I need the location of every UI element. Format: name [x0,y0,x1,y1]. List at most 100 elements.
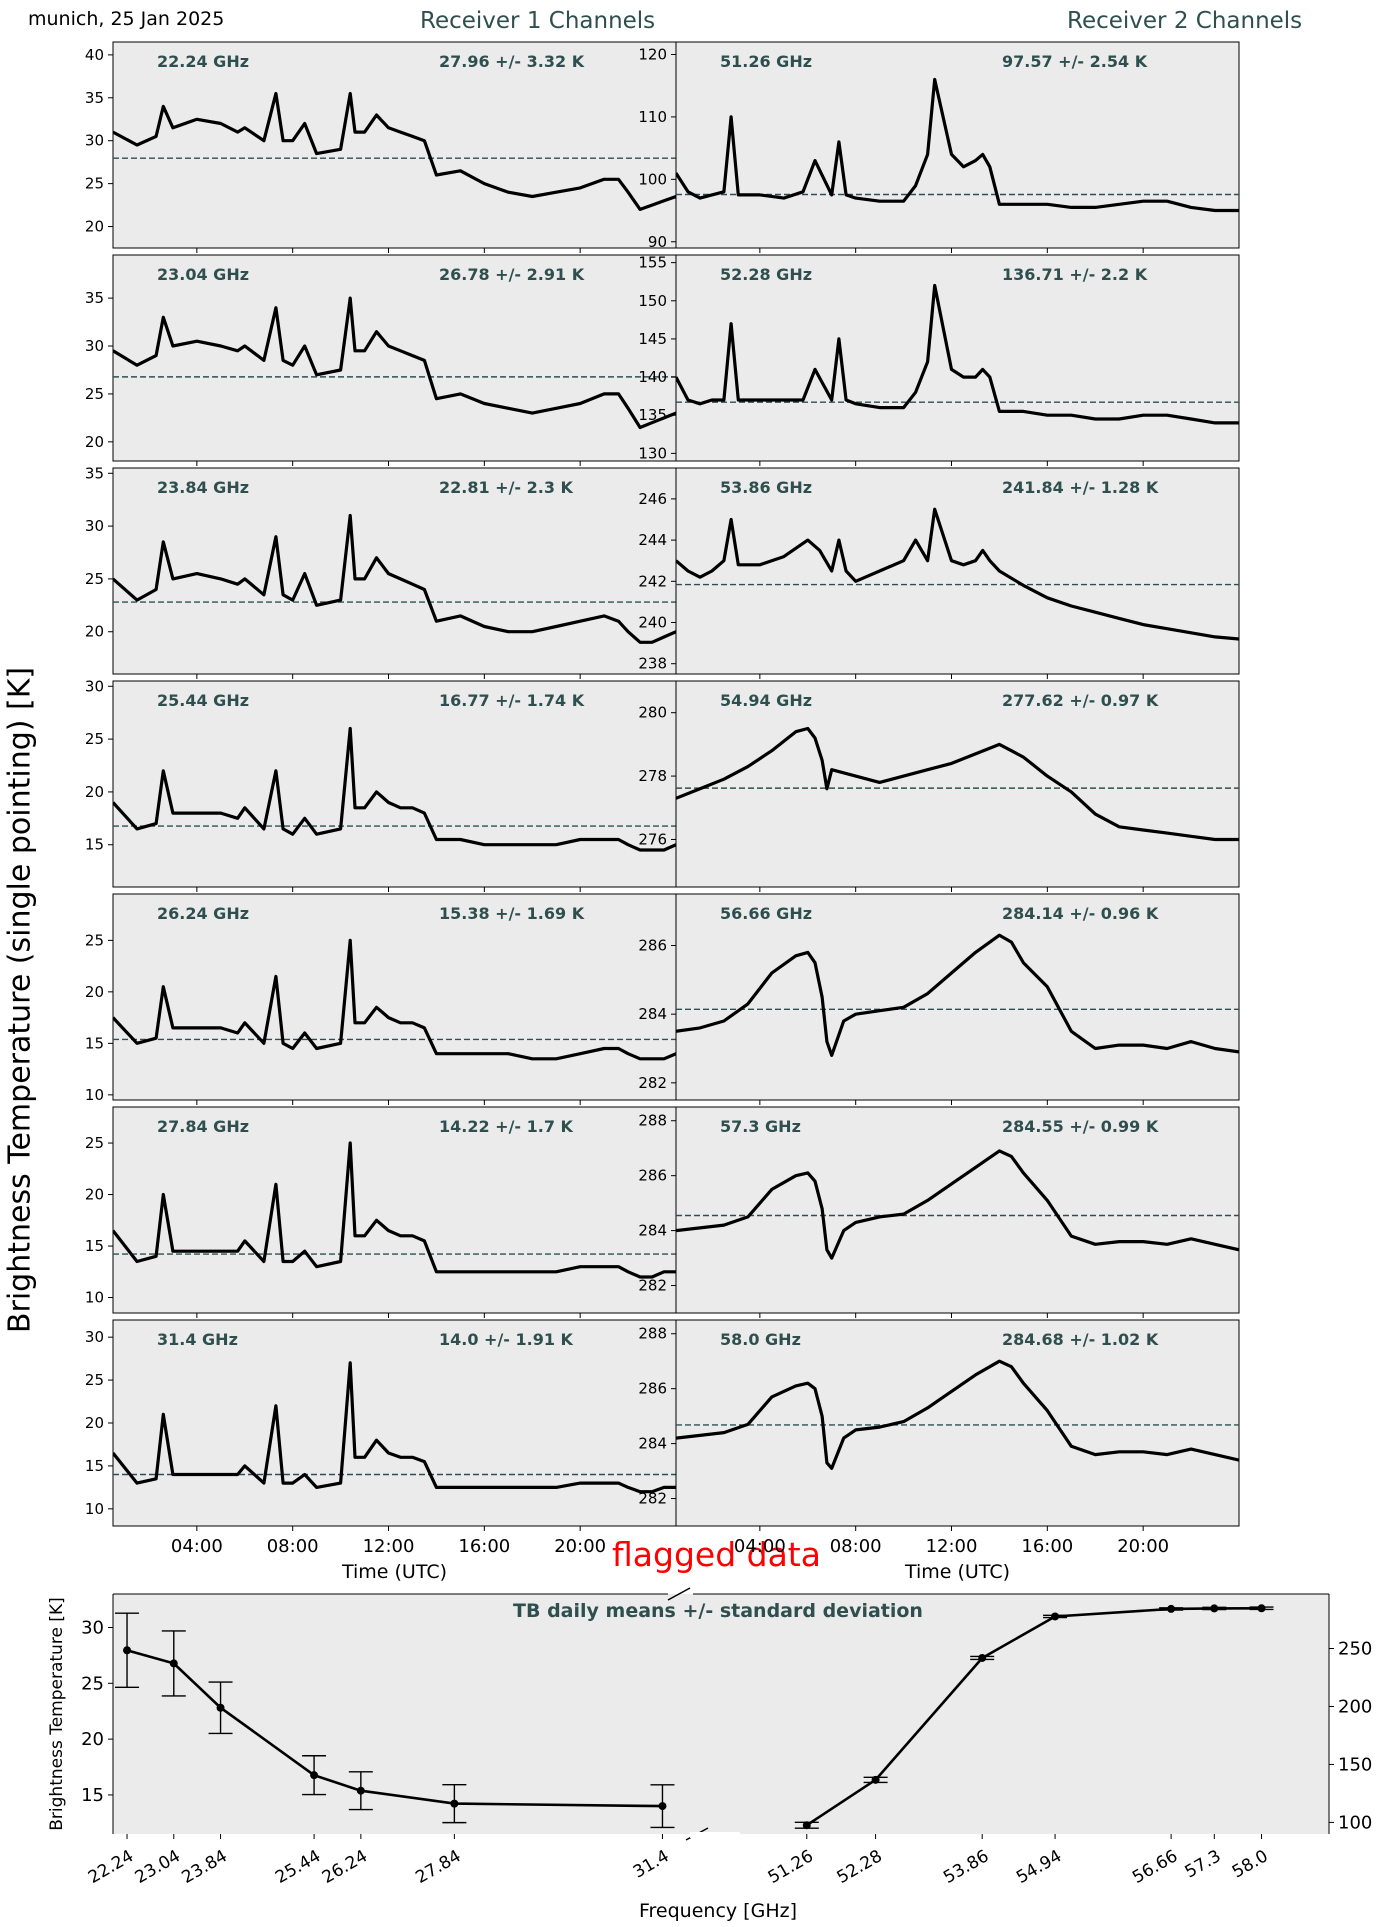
y-tick-label: 120 [638,45,667,63]
y-tick-label: 25 [85,1134,104,1152]
x-tick-label: 04:00 [734,1536,786,1557]
y-tick-label: 280 [638,704,667,722]
y-tick-label: 40 [85,46,104,64]
y-tick-label: 30 [85,1328,104,1346]
y-tick-label: 286 [638,937,667,955]
means-x-tick-label: 23.04 [132,1846,184,1888]
means-x-tick-label: 54.94 [1013,1846,1065,1888]
y-tick-label: 100 [638,170,667,188]
time-panel: 10 15 20 25 27.84 GHz 14.22 +/- 1.7 K [85,1106,677,1318]
channel-stat-label: 136.71 +/- 2.2 K [1002,265,1148,284]
means-x-tick-label: 51.26 [765,1846,817,1888]
y-tick-label: 282 [638,1277,667,1295]
means-background [113,1594,1329,1834]
y-tick-label: 25 [85,175,104,193]
receiver2-title: Receiver 2 Channels [1067,8,1303,34]
channel-stat-label: 22.81 +/- 2.3 K [439,478,574,497]
y-tick-label: 15 [85,1237,104,1255]
tb-trace [676,77,1239,213]
tb-trace [113,513,676,644]
y-tick-label: 110 [638,108,667,126]
panel-frame [675,1106,1240,1314]
time-panel: 282 284 286 56.66 GHz 284.14 +/- 0.96 K [638,893,1240,1105]
channel-stat-label: 284.14 +/- 0.96 K [1002,904,1159,923]
y-tick-label: 238 [638,655,667,673]
y-tick-label: 130 [638,444,667,462]
axis-break-mark [667,1587,691,1601]
mean-point [1051,1612,1060,1621]
means-y-axis-label: Brightness Temperature [K] [47,1597,67,1830]
x-tick-label: 20:00 [1117,1536,1169,1557]
means-x-tick-label: 53.86 [940,1846,992,1888]
panel-frame [675,467,1240,675]
means-x-tick-label: 56.66 [1129,1846,1181,1888]
panel-frame [112,893,677,1101]
mean-point [169,1659,178,1668]
means-x-tick-label: 22.24 [85,1846,137,1888]
y-tick-label: 20 [85,983,104,1001]
x-tick-label: 08:00 [830,1536,882,1557]
y-tick-label: 288 [638,1112,667,1130]
tb-trace [676,1359,1239,1470]
y-tick-label: 10 [85,1086,104,1104]
y-tick-label: 135 [638,406,667,424]
channel-stat-label: 27.96 +/- 3.32 K [439,52,585,71]
time-panel: 276 278 280 54.94 GHz 277.62 +/- 0.97 K [638,680,1240,892]
panel-frame [675,680,1240,888]
channel-stat-label: 277.62 +/- 0.97 K [1002,691,1159,710]
y-tick-label: 284 [638,1222,667,1240]
x-tick-label: 20:00 [554,1536,606,1557]
means-y-tick-label: 30 [81,1617,104,1638]
tb-trace [676,726,1239,842]
means-y2-tick-label: 250 [1338,1638,1372,1659]
panel-frame [675,41,1240,249]
x-tick-label: 12:00 [926,1536,978,1557]
time-panel: 10 15 20 25 30 04:00 08:00 12:00 16:00 20:00 31.4 … [85,1319,677,1557]
mean-point [871,1775,880,1784]
y-tick-label: 244 [638,531,667,549]
x-tick-label: 08:00 [267,1536,319,1557]
x-tick-label: 12:00 [363,1536,415,1557]
tb-trace [113,296,676,430]
channel-frequency-label: 23.04 GHz [157,265,249,284]
panel-frame [112,680,677,888]
x-tick-label: 04:00 [171,1536,223,1557]
panel-frame [112,254,677,462]
tb-trace [676,933,1239,1058]
means-x-tick-label: 31.4 [630,1846,673,1882]
channel-frequency-label: 54.94 GHz [720,691,812,710]
time-panel: 130 135 140 145 150 155 52.28 GHz 136.71 +/- 2.… [638,254,1240,466]
x-tick-label: 16:00 [1021,1536,1073,1557]
y-tick-label: 35 [85,289,104,307]
y-tick-label: 155 [638,254,667,272]
panel-frame [112,467,677,675]
channel-frequency-label: 23.84 GHz [157,478,249,497]
means-x-tick-label: 23.84 [179,1846,231,1888]
y-tick-label: 240 [638,614,667,632]
y-tick-label: 35 [85,89,104,107]
y-tick-label: 20 [85,783,104,801]
time-panel: 90 100 110 120 51.26 GHz 97.57 +/- 2.54 K [638,41,1240,253]
panel-frame [112,1106,677,1314]
channel-frequency-label: 27.84 GHz [157,1117,249,1136]
y-tick-label: 286 [638,1380,667,1398]
channel-stat-label: 26.78 +/- 2.91 K [439,265,585,284]
time-panel: 10 15 20 25 26.24 GHz 15.38 +/- 1.69 K [85,893,677,1105]
y-tick-label: 284 [638,1005,667,1023]
y-tick-label: 10 [85,1500,104,1518]
receiver1-title: Receiver 1 Channels [420,8,656,34]
means-y2-tick-label: 100 [1338,1812,1372,1833]
channel-frequency-label: 51.26 GHz [720,52,812,71]
channel-stat-label: 241.84 +/- 1.28 K [1002,478,1159,497]
y-tick-label: 20 [85,433,104,451]
mean-point [658,1802,667,1811]
y-tick-label: 25 [85,385,104,403]
y-tick-label: 25 [85,570,104,588]
mean-point [802,1821,811,1830]
channel-stat-label: 284.55 +/- 0.99 K [1002,1117,1159,1136]
y-tick-label: 276 [638,830,667,848]
y-tick-label: 20 [85,218,104,236]
channel-stat-label: 16.77 +/- 1.74 K [439,691,585,710]
tb-trace [113,1361,676,1494]
